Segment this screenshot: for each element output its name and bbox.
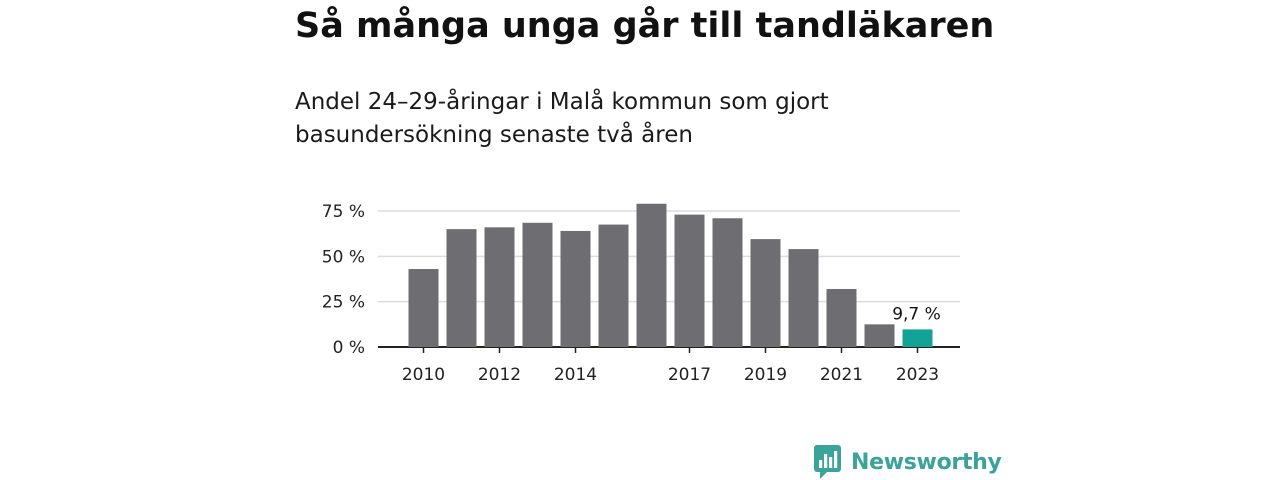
chart-title: Så många unga går till tandläkaren [295,6,995,46]
subtitle-line-2: basundersökning senaste två åren [295,122,693,148]
x-tick-label: 2014 [554,365,597,385]
subtitle-line-1: Andel 24–29-åringar i Malå kommun som gj… [295,89,829,115]
bar-2014 [560,230,591,347]
x-tick-label: 2012 [478,365,521,385]
y-tick-label: 0 % [333,338,365,358]
data-label-2023: 9,7 % [892,304,941,324]
bar-2013 [522,222,553,347]
x-tick-label: 2017 [668,365,711,385]
x-tick-label: 2023 [896,365,939,385]
bar-2017 [674,214,705,347]
x-tick-label: 2021 [820,365,863,385]
y-tick-label: 50 % [322,247,365,267]
bar-2010 [408,269,439,347]
bar-2018 [712,218,743,347]
bar-2020 [788,249,819,347]
y-axis-labels: 0 % 25 % 50 % 75 % [322,202,365,358]
bar-2023 [902,329,933,347]
bar-2019 [750,239,781,347]
y-tick-label: 25 % [322,293,365,313]
chart-subtitle: Andel 24–29-åringar i Malå kommun som gj… [295,86,935,152]
annotations: 9,7 % [892,304,941,324]
x-axis-labels: 2010 2012 2014 2017 2019 2021 2023 [402,347,939,385]
brand-name: Newsworthy [851,449,1002,475]
bar-2015 [598,224,629,347]
x-tick-label: 2019 [744,365,787,385]
x-tick-label: 2010 [402,365,445,385]
newsworthy-brand: Newsworthy [814,444,1002,480]
bars [408,203,933,347]
bar-2021 [826,288,857,347]
newsworthy-chart-logo-icon [814,445,841,479]
bar-2011 [446,229,477,347]
y-tick-label: 75 % [322,202,365,222]
bar-2012 [484,227,515,347]
bar-2022 [864,324,895,347]
bar-2016 [636,203,667,347]
